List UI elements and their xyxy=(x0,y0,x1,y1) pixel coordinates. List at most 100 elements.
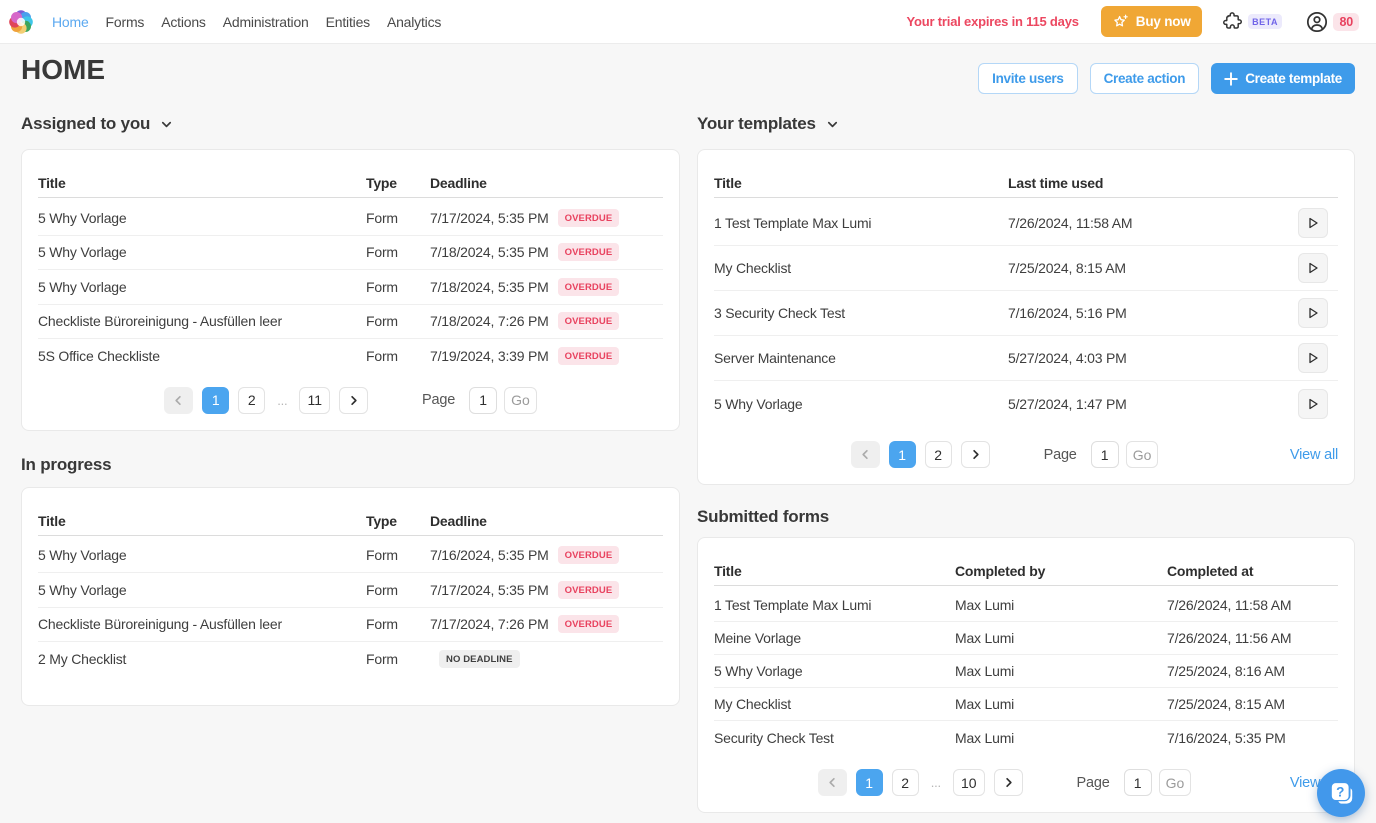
page-jump-label: Page xyxy=(422,392,456,408)
table-row[interactable]: 5 Why Vorlage Form 7/17/2024, 5:35 PM OVE… xyxy=(38,201,663,236)
page-1-button[interactable]: 1 xyxy=(888,441,916,468)
page-jump-label: Page xyxy=(1043,446,1077,463)
page-last-button[interactable]: 11 xyxy=(299,386,331,414)
table-row[interactable]: My Checklist 7/25/2024, 8:15 AM xyxy=(714,246,1338,291)
table-row[interactable]: Checkliste Büroreinigung - Ausfüllen lee… xyxy=(38,305,663,339)
table-row[interactable]: Server Maintenance 5/27/2024, 4:03 PM xyxy=(714,336,1338,381)
table-row[interactable]: 5 Why Vorlage Form 7/16/2024, 5:35 PM OVE… xyxy=(38,539,663,573)
go-button[interactable]: Go xyxy=(504,386,537,414)
create-action-button[interactable]: Create action xyxy=(1089,63,1200,94)
play-template-button[interactable] xyxy=(1298,388,1328,419)
svg-text:?: ? xyxy=(1336,784,1344,799)
page-1-button[interactable]: 1 xyxy=(202,386,230,414)
page-number-input[interactable] xyxy=(469,386,498,414)
templates-card: Title Last time used 1 Test Template Max… xyxy=(697,149,1355,485)
assigned-pagination: 1 2 ... 11 Page Go xyxy=(38,386,663,414)
help-docs-icon: ? xyxy=(1326,778,1357,809)
page-2-button[interactable]: 2 xyxy=(891,769,919,796)
table-row[interactable]: 3 Security Check Test 7/16/2024, 5:16 PM xyxy=(714,291,1338,336)
help-chat-widget-button[interactable]: ? xyxy=(1317,769,1365,817)
nav-item-actions[interactable]: Actions xyxy=(161,13,206,30)
overdue-badge: OVERDUE xyxy=(557,347,620,366)
overdue-badge: OVERDUE xyxy=(557,312,620,331)
in-progress-card: Title Type Deadline 5 Why Vorlage Form 7… xyxy=(21,486,680,706)
go-button[interactable]: Go xyxy=(1125,441,1159,468)
overdue-badge: OVERDUE xyxy=(557,615,620,634)
create-template-button[interactable]: Create template xyxy=(1211,63,1355,94)
templates-table-header: Title Last time used xyxy=(714,150,1338,198)
in-progress-table-header: Title Type Deadline xyxy=(38,488,663,536)
submitted-section-header: Submitted forms xyxy=(697,507,1355,526)
nav-item-analytics[interactable]: Analytics xyxy=(386,13,442,30)
nav-item-administration[interactable]: Administration xyxy=(222,13,309,30)
table-row[interactable]: 1 Test Template Max Lumi Max Lumi 7/26/2… xyxy=(714,589,1338,622)
overdue-badge: OVERDUE xyxy=(557,243,620,262)
play-template-button[interactable] xyxy=(1298,253,1328,283)
table-row[interactable]: 5 Why Vorlage Max Lumi 7/25/2024, 8:16 A… xyxy=(714,655,1338,688)
buy-now-button[interactable]: Buy now xyxy=(1100,6,1202,37)
assigned-card: Title Type Deadline 5 Why Vorlage Form 7… xyxy=(21,149,680,431)
play-template-button[interactable] xyxy=(1298,343,1328,373)
page-title: HOME xyxy=(21,54,105,85)
no-deadline-badge: NO DEADLINE xyxy=(439,650,520,669)
page-2-button[interactable]: 2 xyxy=(238,386,266,414)
assigned-table-header: Title Type Deadline xyxy=(38,150,663,198)
lumiform-logo-icon[interactable] xyxy=(9,9,33,34)
templates-section-header[interactable]: Your templates xyxy=(697,114,1355,133)
prev-page-button[interactable] xyxy=(817,769,847,796)
page-jump-label: Page xyxy=(1076,774,1110,791)
play-template-button[interactable] xyxy=(1298,298,1328,328)
submitted-card: Title Completed by Completed at 1 Test T… xyxy=(697,537,1355,813)
pagination-ellipsis: ... xyxy=(277,392,288,408)
nav-item-entities[interactable]: Entities xyxy=(325,13,371,30)
nav-item-home[interactable]: Home xyxy=(52,13,89,30)
submitted-table-header: Title Completed by Completed at xyxy=(714,538,1338,586)
table-row[interactable]: 1 Test Template Max Lumi 7/26/2024, 11:5… xyxy=(714,201,1338,246)
table-row[interactable]: 5 Why Vorlage 5/27/2024, 1:47 PM xyxy=(714,381,1338,426)
templates-section-title: Your templates xyxy=(697,114,816,133)
pagination-ellipsis: ... xyxy=(930,775,941,790)
puzzle-icon[interactable] xyxy=(1222,11,1243,32)
page-2-button[interactable]: 2 xyxy=(924,441,952,468)
overdue-badge: OVERDUE xyxy=(557,580,620,599)
table-row[interactable]: 5S Office Checkliste Form 7/19/2024, 3:3… xyxy=(38,339,663,374)
next-page-button[interactable] xyxy=(960,441,990,468)
prev-page-button[interactable] xyxy=(850,441,880,468)
notification-count-badge[interactable]: 80 xyxy=(1333,12,1359,31)
table-row[interactable]: 5 Why Vorlage Form 7/18/2024, 5:35 PM OVE… xyxy=(38,270,663,305)
submitted-pagination: 1 2 ... 10 Page Go View all xyxy=(714,769,1338,796)
go-button[interactable]: Go xyxy=(1158,769,1192,796)
overdue-badge: OVERDUE xyxy=(557,208,620,227)
plus-icon xyxy=(1224,71,1238,86)
invite-users-button[interactable]: Invite users xyxy=(978,63,1078,94)
play-template-button[interactable] xyxy=(1298,208,1328,238)
table-row[interactable]: Meine Vorlage Max Lumi 7/26/2024, 11:56 … xyxy=(714,622,1338,655)
table-row[interactable]: Checkliste Büroreinigung - Ausfüllen lee… xyxy=(38,608,663,642)
topbar: Home Forms Actions Administration Entiti… xyxy=(0,0,1376,44)
table-row[interactable]: 2 My Checklist Form NO DEADLINE xyxy=(38,642,663,677)
view-all-templates-link[interactable]: View all xyxy=(1289,446,1338,463)
next-page-button[interactable] xyxy=(339,386,369,414)
overdue-badge: OVERDUE xyxy=(557,546,620,565)
table-row[interactable]: Security Check Test Max Lumi 7/16/2024, … xyxy=(714,729,1286,746)
beta-badge: BETA xyxy=(1247,14,1283,29)
nav-item-forms[interactable]: Forms xyxy=(105,13,145,30)
page-1-button[interactable]: 1 xyxy=(855,769,883,796)
main-content: HOME Invite users Create action Create t… xyxy=(0,44,1376,813)
assigned-section-header[interactable]: Assigned to you xyxy=(21,114,680,133)
table-row[interactable]: My Checklist Max Lumi 7/25/2024, 8:15 AM xyxy=(714,688,1338,721)
prev-page-button[interactable] xyxy=(164,386,194,414)
table-row[interactable]: 5 Why Vorlage Form 7/18/2024, 5:35 PM OVE… xyxy=(38,236,663,270)
user-avatar-icon[interactable] xyxy=(1306,11,1328,33)
in-progress-section-header: In progress xyxy=(21,455,680,474)
assigned-section-title: Assigned to you xyxy=(21,114,151,133)
submitted-section-title: Submitted forms xyxy=(697,507,830,526)
page-last-button[interactable]: 10 xyxy=(952,769,985,796)
templates-pagination: 1 2 Page Go View all xyxy=(714,441,1338,468)
next-page-button[interactable] xyxy=(993,769,1023,796)
page-number-input[interactable] xyxy=(1123,769,1152,796)
table-row[interactable]: 5 Why Vorlage Form 7/17/2024, 5:35 PM OVE… xyxy=(38,573,663,608)
page-number-input[interactable] xyxy=(1090,441,1119,468)
trial-expiry-text: Your trial expires in 115 days xyxy=(906,14,1079,29)
overdue-badge: OVERDUE xyxy=(557,277,620,296)
